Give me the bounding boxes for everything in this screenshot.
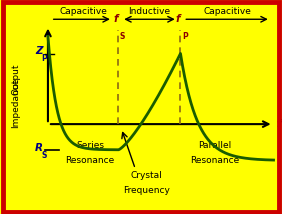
- Text: S: S: [120, 32, 125, 41]
- Text: R: R: [34, 143, 42, 153]
- Text: Crystal: Crystal: [131, 171, 162, 180]
- Text: Resonance: Resonance: [190, 156, 239, 165]
- Text: f: f: [113, 13, 118, 24]
- Text: Parallel: Parallel: [198, 141, 231, 150]
- Text: Frequency: Frequency: [123, 186, 170, 195]
- Text: S: S: [41, 151, 47, 160]
- Text: Resonance: Resonance: [66, 156, 115, 165]
- Text: Inductive: Inductive: [128, 7, 171, 16]
- Text: Z: Z: [35, 46, 42, 56]
- Text: Capacitive: Capacitive: [59, 7, 107, 16]
- Text: Output: Output: [11, 63, 20, 95]
- Text: Impedance: Impedance: [11, 77, 20, 128]
- Text: P: P: [182, 32, 188, 41]
- Text: Series: Series: [76, 141, 104, 150]
- Text: P: P: [41, 54, 47, 63]
- Text: Capacitive: Capacitive: [203, 7, 251, 16]
- Text: f: f: [276, 119, 281, 129]
- Text: f: f: [175, 13, 180, 24]
